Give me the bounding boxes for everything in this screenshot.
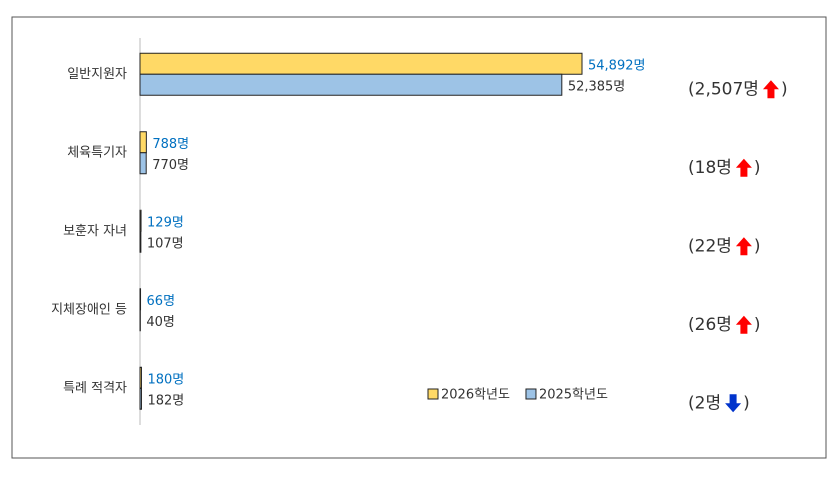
data-label: 129명 (147, 215, 184, 230)
bar (140, 231, 141, 252)
category-label: 특례 적격자 (63, 381, 127, 396)
data-label: 182명 (147, 393, 184, 408)
data-label: 66명 (147, 294, 176, 309)
change-label: ) (754, 158, 761, 178)
category-label: 보훈자 자녀 (63, 224, 127, 239)
data-label: 40명 (146, 315, 175, 330)
change-label: (22명 (688, 236, 732, 256)
category-label: 지체장애인 등 (51, 302, 127, 317)
legend-label: 2026학년도 (441, 388, 510, 403)
data-label: 180명 (147, 372, 184, 387)
data-label: 788명 (152, 137, 189, 152)
change-label: ) (743, 393, 750, 413)
data-label: 52,385명 (568, 79, 625, 94)
bar (140, 153, 146, 174)
bar (140, 53, 582, 74)
category-label: 일반지원자 (67, 67, 127, 82)
data-label: 54,892명 (588, 58, 645, 73)
change-label: ) (754, 236, 761, 256)
change-label: (2명 (688, 393, 721, 413)
legend-label: 2025학년도 (539, 388, 608, 403)
data-label: 107명 (147, 236, 184, 251)
change-label: ) (754, 315, 761, 335)
change-label: (2,507명 (688, 79, 759, 99)
bar (140, 132, 146, 153)
change-label: (26명 (688, 315, 732, 335)
bar (140, 367, 141, 388)
bar (140, 388, 141, 409)
legend-swatch (428, 389, 438, 399)
bar (140, 210, 141, 231)
change-label: (18명 (688, 158, 732, 178)
bar (140, 74, 562, 95)
change-label: ) (781, 79, 788, 99)
category-label: 체육특기자 (67, 145, 127, 160)
bar (140, 289, 141, 310)
data-label: 770명 (152, 158, 189, 173)
legend-swatch (526, 389, 536, 399)
